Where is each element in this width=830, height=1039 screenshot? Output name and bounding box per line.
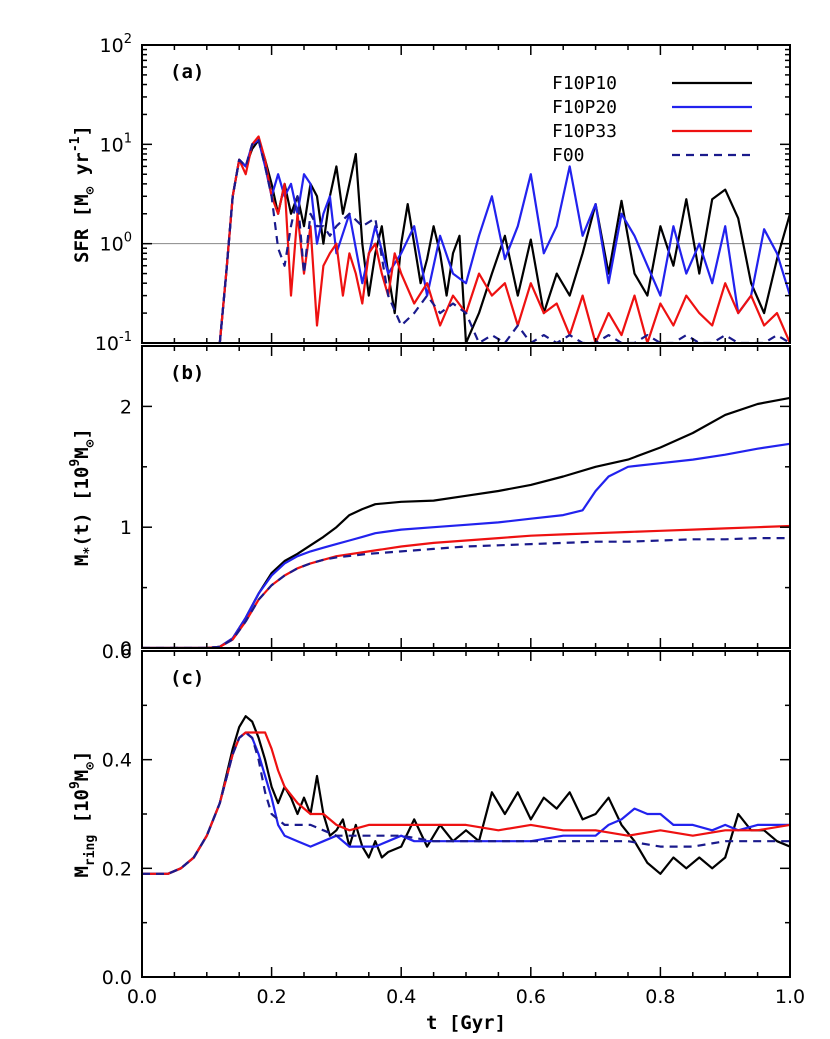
tick-exponent: 0 bbox=[124, 231, 132, 246]
y-tick-label: 1 bbox=[120, 517, 132, 539]
label-text: ] bbox=[71, 750, 93, 761]
y-tick-label: 102 bbox=[100, 32, 132, 57]
x-tick-label: 0.4 bbox=[386, 986, 416, 1008]
label-text: yr bbox=[71, 152, 93, 186]
solar-symbol: ⊙ bbox=[83, 439, 98, 447]
series-line-f10p20 bbox=[218, 139, 790, 343]
x-tick-label: 0.2 bbox=[256, 986, 286, 1008]
y-tick-label: 2 bbox=[120, 396, 132, 418]
solar-symbol: ⊙ bbox=[83, 186, 98, 194]
series-line-f00 bbox=[142, 536, 790, 648]
y-tick-label: 10-1 bbox=[95, 330, 132, 355]
tick-base: 10 bbox=[95, 333, 119, 355]
y-axis-label: Mring [109M⊙] bbox=[68, 750, 98, 877]
x-tick-label: 0.6 bbox=[516, 986, 546, 1008]
panel-c: 0.0 0.2 0.4 0.6 0.8 1.0 0.0 0.2 0.4 0.6 Mring [109… bbox=[68, 641, 805, 1034]
series-line-f10p10 bbox=[218, 139, 790, 343]
axis-frame bbox=[141, 44, 791, 344]
label-superscript: 9 bbox=[68, 459, 83, 467]
y-tick-label: 100 bbox=[100, 231, 132, 256]
label-text: M bbox=[71, 447, 93, 458]
label-subscript: * bbox=[82, 547, 97, 555]
x-tick-label: 1.0 bbox=[775, 986, 805, 1008]
label-text: (t) [10 bbox=[71, 467, 93, 547]
tick-exponent: 2 bbox=[124, 32, 132, 47]
label-subscript: ring bbox=[83, 835, 98, 866]
y-tick-label: 0.0 bbox=[102, 967, 132, 989]
label-text: M bbox=[71, 866, 93, 877]
label-superscript: -1 bbox=[68, 136, 83, 152]
tick-exponent: 1 bbox=[124, 131, 132, 146]
series-line-f10p20 bbox=[142, 442, 790, 648]
y-tick-label: 0.2 bbox=[102, 858, 132, 880]
label-text: M bbox=[71, 555, 93, 566]
panel-label: (b) bbox=[170, 362, 204, 384]
tick-exponent: -1 bbox=[119, 330, 132, 345]
legend-label-f10p33: F10P33 bbox=[552, 121, 617, 142]
axis-frame bbox=[141, 345, 791, 649]
series-group bbox=[142, 715, 790, 875]
label-text: ] bbox=[71, 125, 93, 136]
series-group bbox=[218, 135, 790, 343]
series-line-f10p20 bbox=[142, 731, 790, 875]
legend-label-f00: F00 bbox=[552, 145, 585, 166]
series-line-f10p10 bbox=[142, 396, 790, 648]
y-tick-label: 0 bbox=[120, 638, 132, 660]
label-text: M bbox=[71, 770, 93, 781]
series-group bbox=[142, 396, 790, 648]
label-superscript: 9 bbox=[68, 781, 83, 789]
legend-label-f10p20: F10P20 bbox=[552, 97, 617, 118]
x-tick-label: 0.8 bbox=[645, 986, 675, 1008]
legend: F10P10 F10P20 F10P33 F00 bbox=[552, 73, 752, 166]
series-line-f00 bbox=[142, 731, 790, 875]
tick-base: 10 bbox=[100, 234, 124, 256]
x-axis-label: t [Gyr] bbox=[426, 1012, 506, 1034]
label-text: [10 bbox=[71, 789, 93, 835]
y-axis-label: M*(t) [109M⊙] bbox=[68, 428, 98, 566]
x-tick-label: 0.0 bbox=[127, 986, 157, 1008]
label-text: ] bbox=[71, 428, 93, 439]
axis-frame bbox=[141, 650, 791, 978]
series-line-f10p33 bbox=[142, 731, 790, 875]
tick-base: 10 bbox=[100, 35, 124, 57]
panel-label: (c) bbox=[170, 667, 204, 689]
y-tick-label: 0.6 bbox=[102, 641, 132, 663]
label-text: SFR [M bbox=[71, 194, 93, 263]
series-line-f10p10 bbox=[142, 715, 790, 875]
y-tick-label: 101 bbox=[100, 131, 132, 156]
y-tick-label: 0.4 bbox=[102, 750, 132, 772]
series-line-f00 bbox=[218, 139, 790, 343]
series-line-f10p33 bbox=[218, 135, 790, 343]
legend-label-f10p10: F10P10 bbox=[552, 73, 617, 94]
y-axis-label: SFR [M⊙ yr-1] bbox=[68, 125, 98, 263]
solar-symbol: ⊙ bbox=[83, 762, 98, 770]
tick-base: 10 bbox=[100, 134, 124, 156]
panel-label: (a) bbox=[170, 61, 204, 83]
